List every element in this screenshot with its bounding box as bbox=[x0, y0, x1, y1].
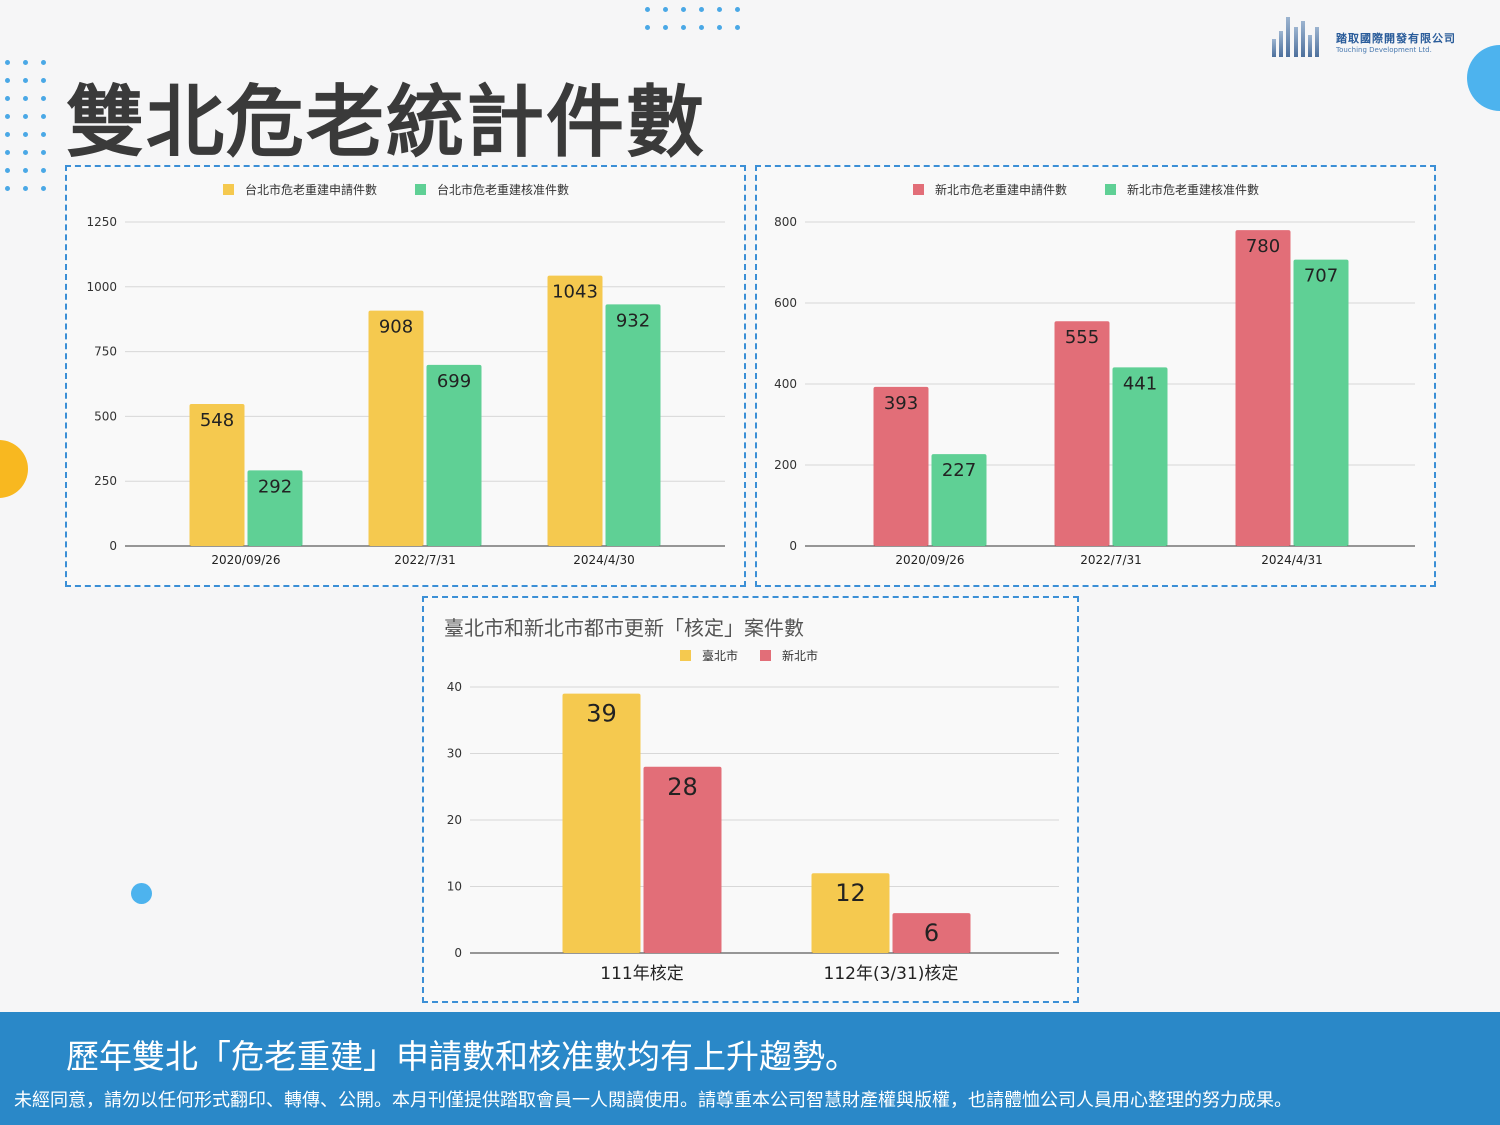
newtaipei-chart: 新北市危老重建申請件數 新北市危老重建核准件數 0 200 400 600 800 2020/… bbox=[774, 182, 1415, 567]
bar bbox=[873, 386, 929, 546]
y-tick-label: 200 bbox=[774, 458, 797, 472]
y-tick-label: 800 bbox=[774, 215, 797, 229]
bar bbox=[643, 766, 722, 953]
bar bbox=[1112, 367, 1168, 546]
y-tick-label: 750 bbox=[94, 345, 117, 359]
y-tick-label: 0 bbox=[109, 539, 117, 553]
summary-headline: 歷年雙北「危老重建」申請數和核准數均有上升趨勢。 bbox=[66, 1037, 858, 1076]
data-label: 707 bbox=[1304, 266, 1338, 287]
y-tick-label: 40 bbox=[447, 680, 462, 694]
y-tick-label: 10 bbox=[447, 880, 462, 894]
bar bbox=[1235, 230, 1291, 546]
data-label: 555 bbox=[1065, 327, 1099, 348]
taipei-chart: 台北市危老重建申請件數 台北市危老重建核准件數 0 250 500 750 1000 1250… bbox=[86, 182, 725, 567]
bar bbox=[189, 403, 245, 546]
y-tick-label: 1250 bbox=[86, 215, 117, 229]
bar bbox=[247, 470, 303, 546]
data-label: 932 bbox=[616, 310, 650, 331]
bar bbox=[1293, 259, 1349, 546]
data-label: 1043 bbox=[552, 282, 598, 303]
x-tick-label: 2024/4/30 bbox=[573, 553, 635, 567]
y-tick-label: 500 bbox=[94, 409, 117, 423]
bar bbox=[605, 304, 661, 546]
bar bbox=[426, 364, 482, 546]
legend-label: 新北市 bbox=[782, 648, 818, 663]
y-tick-label: 30 bbox=[447, 747, 462, 761]
decorative-dots-top bbox=[645, 7, 740, 30]
x-tick-label: 111年核定 bbox=[600, 964, 683, 984]
bar bbox=[368, 310, 424, 546]
decorative-circle-small bbox=[131, 883, 152, 904]
summary-banner: 歷年雙北「危老重建」申請數和核准數均有上升趨勢。 未經同意，請勿以任何形式翻印、… bbox=[0, 1012, 1500, 1125]
y-tick-label: 1000 bbox=[86, 280, 117, 294]
decorative-circle-blue bbox=[1467, 45, 1500, 111]
legend-label: 新北市危老重建申請件數 bbox=[935, 182, 1067, 197]
bar bbox=[1054, 321, 1110, 546]
data-label: 39 bbox=[586, 700, 617, 728]
data-label: 908 bbox=[379, 317, 413, 338]
data-label: 12 bbox=[835, 879, 866, 907]
data-label: 780 bbox=[1246, 236, 1280, 257]
y-tick-label: 600 bbox=[774, 296, 797, 310]
legend-label: 台北市危老重建核准件數 bbox=[437, 182, 569, 197]
bar bbox=[547, 275, 603, 546]
chart-title: 臺北市和新北市都市更新「核定」案件數 bbox=[444, 616, 804, 640]
logo-name-cn: 踏取國際開發有限公司 bbox=[1336, 32, 1456, 45]
legend-swatch bbox=[913, 184, 924, 195]
data-label: 699 bbox=[437, 371, 471, 392]
data-label: 227 bbox=[942, 460, 976, 481]
y-tick-label: 0 bbox=[454, 946, 462, 960]
page-title: 雙北危老統計件數 bbox=[66, 78, 707, 168]
y-tick-label: 0 bbox=[789, 539, 797, 553]
bar bbox=[811, 873, 890, 953]
legend-swatch bbox=[223, 184, 234, 195]
legend-swatch bbox=[680, 650, 691, 661]
decorative-dots-left bbox=[5, 60, 46, 191]
legend-swatch bbox=[760, 650, 771, 661]
x-tick-label: 2022/7/31 bbox=[394, 553, 456, 567]
legend-swatch bbox=[1105, 184, 1116, 195]
legend-label: 台北市危老重建申請件數 bbox=[245, 182, 377, 197]
decorative-circle-yellow bbox=[0, 440, 28, 498]
x-tick-label: 112年(3/31)核定 bbox=[824, 964, 959, 984]
legend-swatch bbox=[415, 184, 426, 195]
data-label: 441 bbox=[1123, 373, 1157, 394]
urban-renewal-chart-panel: 臺北市和新北市都市更新「核定」案件數臺北市 新北市 0 10 20 30 40 111年核定 3… bbox=[422, 596, 1079, 1003]
data-label: 292 bbox=[258, 476, 292, 497]
company-logo: 踏取國際開發有限公司 Touching Development Ltd. bbox=[1270, 8, 1470, 63]
data-label: 393 bbox=[884, 393, 918, 414]
taipei-chart-panel: 台北市危老重建申請件數 台北市危老重建核准件數 0 250 500 750 1000 1250… bbox=[65, 165, 746, 587]
bar bbox=[931, 454, 987, 546]
data-label: 548 bbox=[200, 410, 234, 431]
copyright-notice: 未經同意，請勿以任何形式翻印、轉傳、公開。本月刊僅提供踏取會員一人閱讀使用。請尊… bbox=[14, 1090, 1292, 1111]
data-label: 6 bbox=[924, 919, 939, 947]
newtaipei-chart-panel: 新北市危老重建申請件數 新北市危老重建核准件數 0 200 400 600 800 2020/… bbox=[755, 165, 1436, 587]
x-tick-label: 2022/7/31 bbox=[1080, 553, 1142, 567]
bar bbox=[892, 913, 971, 953]
legend-label: 新北市危老重建核准件數 bbox=[1127, 182, 1259, 197]
y-tick-label: 250 bbox=[94, 474, 117, 488]
bar bbox=[562, 693, 641, 953]
y-tick-label: 20 bbox=[447, 813, 462, 827]
x-tick-label: 2020/09/26 bbox=[211, 553, 280, 567]
legend-label: 臺北市 bbox=[702, 648, 738, 663]
data-label: 28 bbox=[667, 773, 698, 801]
y-tick-label: 400 bbox=[774, 377, 797, 391]
logo-name-en: Touching Development Ltd. bbox=[1336, 46, 1432, 54]
x-tick-label: 2024/4/31 bbox=[1261, 553, 1323, 567]
x-tick-label: 2020/09/26 bbox=[895, 553, 964, 567]
